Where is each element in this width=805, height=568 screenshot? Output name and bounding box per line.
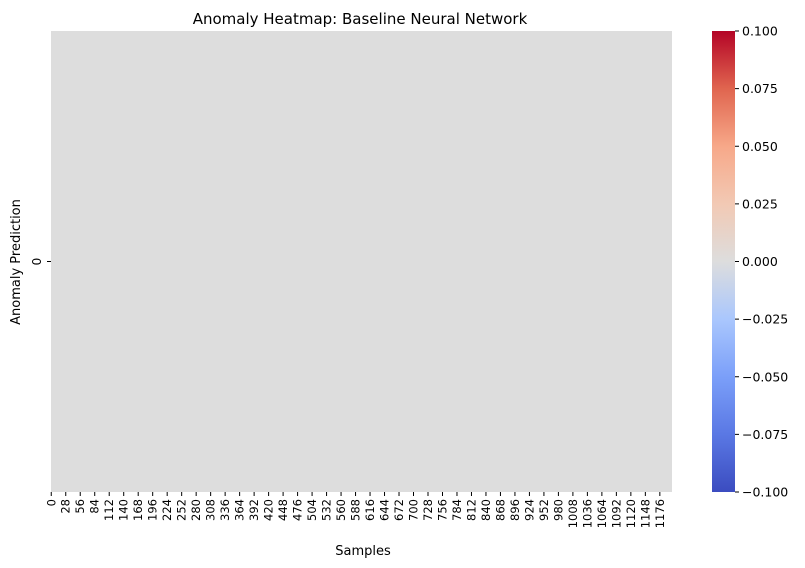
- x-tick-label: 476: [291, 499, 305, 521]
- x-axis-ticks: 0 28 56 84 112 140 168 196 224 252 280 308 336 364 392…: [44, 492, 667, 528]
- heatmap-cell: [51, 31, 672, 492]
- x-tick-label: 448: [276, 499, 290, 521]
- x-tick-label: 868: [493, 499, 507, 521]
- x-tick-label: 0: [44, 499, 58, 506]
- x-tick-label: 644: [378, 499, 392, 521]
- x-tick-label: 756: [435, 499, 449, 521]
- colorbar-tick-label: 0.025: [742, 196, 778, 211]
- x-tick-label: 420: [262, 499, 276, 521]
- y-tick-label: 0: [30, 258, 44, 266]
- x-tick-label: 1120: [624, 499, 638, 528]
- x-tick-label: 1148: [638, 499, 652, 528]
- colorbar-tick-label: −0.025: [742, 312, 788, 327]
- x-tick-label: 532: [320, 499, 334, 521]
- x-tick-label: 1064: [595, 499, 609, 528]
- x-tick-label: 28: [59, 499, 73, 514]
- y-axis-label: Anomaly Prediction: [9, 199, 24, 325]
- y-axis-ticks: 0: [30, 258, 51, 266]
- colorbar-tick-label: −0.050: [742, 369, 788, 384]
- x-tick-label: 84: [88, 499, 102, 514]
- colorbar-tick-label: −0.075: [742, 427, 788, 442]
- x-tick-label: 364: [233, 499, 247, 521]
- colorbar-tick-label: 0.075: [742, 81, 778, 96]
- x-tick-label: 616: [363, 499, 377, 521]
- colorbar-ticks: 0.100 0.075 0.050 0.025 0.000 −0.025 −0.050 −0.…: [735, 24, 788, 500]
- colorbar-tick-label: 0.000: [742, 254, 778, 269]
- x-tick-label: 1092: [609, 499, 623, 528]
- x-tick-label: 980: [551, 499, 565, 521]
- chart-title: Anomaly Heatmap: Baseline Neural Network: [193, 10, 528, 28]
- x-tick-label: 224: [160, 499, 174, 521]
- x-axis-label: Samples: [335, 544, 391, 559]
- x-tick-label: 392: [247, 499, 261, 521]
- x-tick-label: 952: [537, 499, 551, 521]
- x-tick-label: 924: [522, 499, 536, 521]
- x-tick-label: 252: [175, 499, 189, 521]
- x-tick-label: 840: [479, 499, 493, 521]
- x-tick-label: 1036: [580, 499, 594, 528]
- x-tick-label: 504: [305, 499, 319, 521]
- x-tick-label: 1008: [566, 499, 580, 528]
- x-tick-label: 112: [102, 499, 116, 521]
- x-tick-label: 588: [349, 499, 363, 521]
- colorbar: [712, 31, 735, 492]
- x-tick-label: 168: [131, 499, 145, 521]
- x-tick-label: 700: [407, 499, 421, 521]
- colorbar-tick-label: −0.100: [742, 485, 788, 500]
- x-tick-label: 560: [334, 499, 348, 521]
- x-tick-label: 812: [464, 499, 478, 521]
- x-tick-label: 308: [204, 499, 218, 521]
- x-tick-label: 56: [73, 499, 87, 514]
- x-tick-label: 1176: [653, 499, 667, 528]
- colorbar-tick-label: 0.050: [742, 139, 778, 154]
- x-tick-label: 336: [218, 499, 232, 521]
- x-tick-label: 784: [450, 499, 464, 521]
- x-tick-label: 672: [392, 499, 406, 521]
- x-tick-label: 728: [421, 499, 435, 521]
- x-tick-label: 896: [508, 499, 522, 521]
- x-tick-label: 140: [117, 499, 131, 521]
- x-tick-label: 280: [189, 499, 203, 521]
- x-tick-label: 196: [146, 499, 160, 521]
- colorbar-tick-label: 0.100: [742, 24, 778, 39]
